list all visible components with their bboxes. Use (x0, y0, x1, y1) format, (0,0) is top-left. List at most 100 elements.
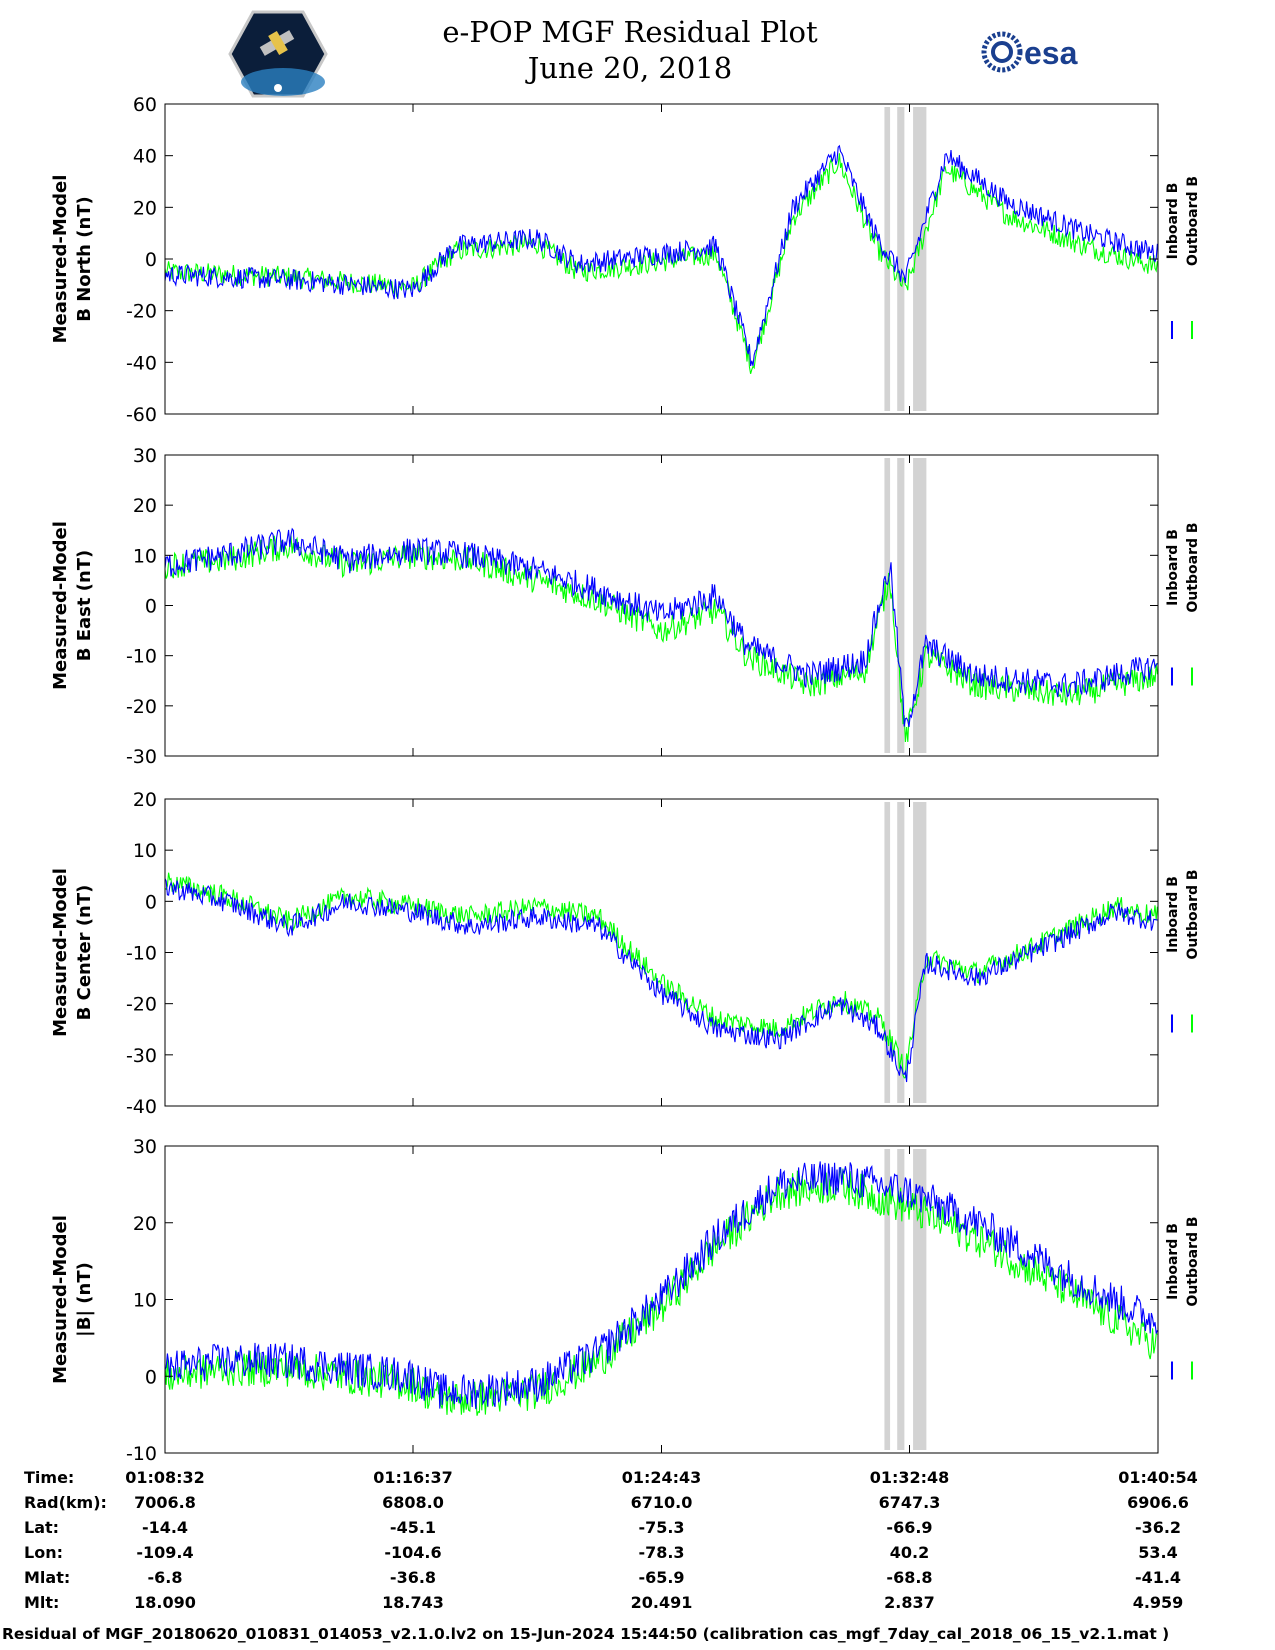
orbit-info-row: Time: 01:08:32 01:16:37 01:24:43 01:32:48 01:… (0, 1468, 1275, 1493)
y-tick-label: -20 (126, 994, 157, 1016)
orbit-info-label: Time: (24, 1468, 75, 1487)
y-tick-label: -40 (126, 1096, 157, 1118)
orbit-info-value: 01:08:32 (125, 1468, 205, 1487)
y-tick-label: -60 (126, 404, 157, 426)
series-outboard-line (164, 153, 1158, 374)
orbit-info-value: -104.6 (384, 1543, 442, 1562)
y-tick-label: 10 (133, 545, 157, 567)
orbit-info-value: 18.090 (134, 1593, 196, 1612)
orbit-info-value: -109.4 (136, 1543, 194, 1562)
orbit-info-value: 01:40:54 (1118, 1468, 1198, 1487)
orbit-info-value: 18.743 (382, 1593, 444, 1612)
plot-frame (164, 798, 1159, 1107)
legend-label: Outboard B (1185, 869, 1201, 959)
orbit-info-value: -6.8 (147, 1568, 183, 1587)
orbit-info-value: 2.837 (884, 1593, 935, 1612)
y-tick-label: 40 (133, 146, 157, 168)
legend-label: Inboard B (1165, 1223, 1181, 1300)
orbit-info-value: -36.2 (1134, 1518, 1182, 1537)
cassiope-logo (228, 10, 328, 98)
orbit-info-value: 20.491 (630, 1593, 693, 1612)
y-tick-label: 20 (133, 495, 157, 517)
y-tick-label: -30 (126, 746, 157, 768)
shaded-interval-1 (884, 107, 891, 411)
orbit-info-value: -41.4 (1134, 1568, 1182, 1587)
shaded-interval-3 (913, 107, 927, 411)
orbit-info-value: 01:32:48 (869, 1468, 950, 1487)
orbit-info-label: Mlat: (24, 1568, 71, 1587)
orbit-info-value: -68.8 (886, 1568, 933, 1587)
shaded-interval-1 (884, 1149, 891, 1450)
series-inboard-line (164, 144, 1158, 367)
title-line-2: June 20, 2018 (527, 51, 733, 85)
shaded-interval-3 (913, 458, 927, 753)
y-tick-label: 60 (133, 94, 157, 116)
orbit-info-label: Lat: (24, 1518, 60, 1537)
orbit-info-value: -65.9 (638, 1568, 685, 1587)
orbit-info-value: -75.3 (638, 1518, 685, 1537)
shaded-interval-3 (913, 1149, 927, 1450)
orbit-info-value: -36.8 (389, 1568, 437, 1587)
legend-label: Inboard B (1165, 183, 1181, 260)
orbit-info-value: -14.4 (141, 1518, 189, 1537)
legend-label: Outboard B (1185, 1216, 1201, 1306)
y-tick-label: 0 (145, 249, 157, 271)
panel-3: 20 10 0 -10 -20 -30 -40 Measured-Model B Center … (50, 789, 1201, 1118)
orbit-info-value: 53.4 (1138, 1543, 1178, 1562)
shaded-interval-2 (897, 107, 905, 411)
orbit-info-value: 4.959 (1132, 1593, 1184, 1612)
plot-frame (164, 103, 1159, 415)
y-tick-label: 10 (133, 840, 157, 862)
orbit-info-value: 7006.8 (134, 1493, 196, 1512)
orbit-info-value: 6906.6 (1127, 1493, 1189, 1512)
orbit-info-row: Mlt: 18.090 18.743 20.491 2.837 4.959 (0, 1593, 1275, 1618)
orbit-info-value: 6808.0 (382, 1493, 444, 1512)
esa-logo-text: esa (1024, 35, 1078, 71)
orbit-info-label: Rad(km): (24, 1493, 107, 1512)
series-outboard-line (164, 535, 1158, 743)
orbit-info-value: 6747.3 (878, 1493, 941, 1512)
series-outboard-line (164, 872, 1158, 1079)
orbit-info-value: -45.1 (389, 1518, 437, 1537)
y-tick-label: 20 (133, 197, 157, 219)
y-tick-label: 20 (133, 1213, 157, 1235)
orbit-info-table: Time: 01:08:32 01:16:37 01:24:43 01:32:48 01:… (0, 1468, 1275, 1618)
esa-logo: esa (981, 31, 1078, 73)
y-axis-label: Measured-Model (50, 1215, 71, 1384)
orbit-info-value: -78.3 (638, 1543, 685, 1562)
y-axis-label: B East (nT) (74, 550, 95, 662)
panel-1: 60 40 20 0 -20 -40 -60 Measured-Model B North (n… (50, 94, 1201, 426)
chart-title: e-POP MGF Residual Plot June 20, 2018 (400, 14, 860, 86)
orbit-info-value: -66.9 (886, 1518, 933, 1537)
y-axis-label: B North (nT) (74, 196, 95, 322)
y-axis-label: |B| (nT) (74, 1262, 95, 1337)
orbit-info-value: 01:16:37 (373, 1468, 453, 1487)
orbit-info-row: Mlat: -6.8 -36.8 -65.9 -68.8 -41.4 (0, 1568, 1275, 1593)
shaded-interval-3 (913, 802, 927, 1103)
panel-2: 30 20 10 0 -10 -20 -30 Measured-Model B East (nT… (50, 445, 1201, 768)
orbit-info-label: Mlt: (24, 1593, 60, 1612)
legend-label: Inboard B (1165, 876, 1181, 953)
shaded-interval-2 (897, 1149, 905, 1450)
orbit-info-value: 40.2 (889, 1543, 930, 1562)
orbit-info-row: Rad(km): 7006.8 6808.0 6710.0 6747.3 6906.6 (0, 1493, 1275, 1518)
legend-label: Outboard B (1185, 522, 1201, 612)
y-axis-label: Measured-Model (50, 521, 71, 690)
series-inboard-line (164, 1161, 1158, 1410)
y-tick-label: 20 (133, 789, 157, 811)
y-tick-label: 0 (145, 891, 157, 913)
y-tick-label: -10 (126, 943, 157, 965)
shaded-interval-1 (884, 802, 891, 1103)
orbit-info-value: 01:24:43 (621, 1468, 702, 1487)
y-tick-label: -20 (126, 696, 157, 718)
legend-label: Inboard B (1165, 529, 1181, 606)
orbit-info-label: Lon: (24, 1543, 63, 1562)
series-inboard-line (164, 527, 1158, 728)
shaded-interval-2 (897, 458, 905, 753)
legend-label: Outboard B (1185, 176, 1201, 266)
title-line-1: e-POP MGF Residual Plot (442, 15, 818, 49)
y-axis-label: Measured-Model (50, 175, 71, 344)
y-tick-label: 30 (133, 1136, 157, 1158)
series-inboard-line (164, 878, 1158, 1083)
